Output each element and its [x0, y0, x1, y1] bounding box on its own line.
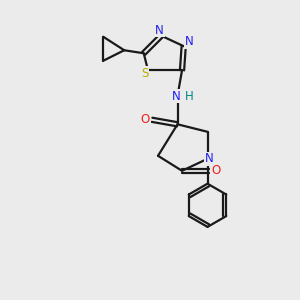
Text: N: N [155, 24, 164, 37]
Text: O: O [211, 164, 220, 177]
Text: N: N [172, 90, 180, 103]
Text: N: N [205, 152, 213, 165]
Text: N: N [185, 35, 194, 48]
Text: H: H [184, 90, 193, 103]
Text: O: O [141, 113, 150, 126]
Text: S: S [141, 67, 149, 80]
